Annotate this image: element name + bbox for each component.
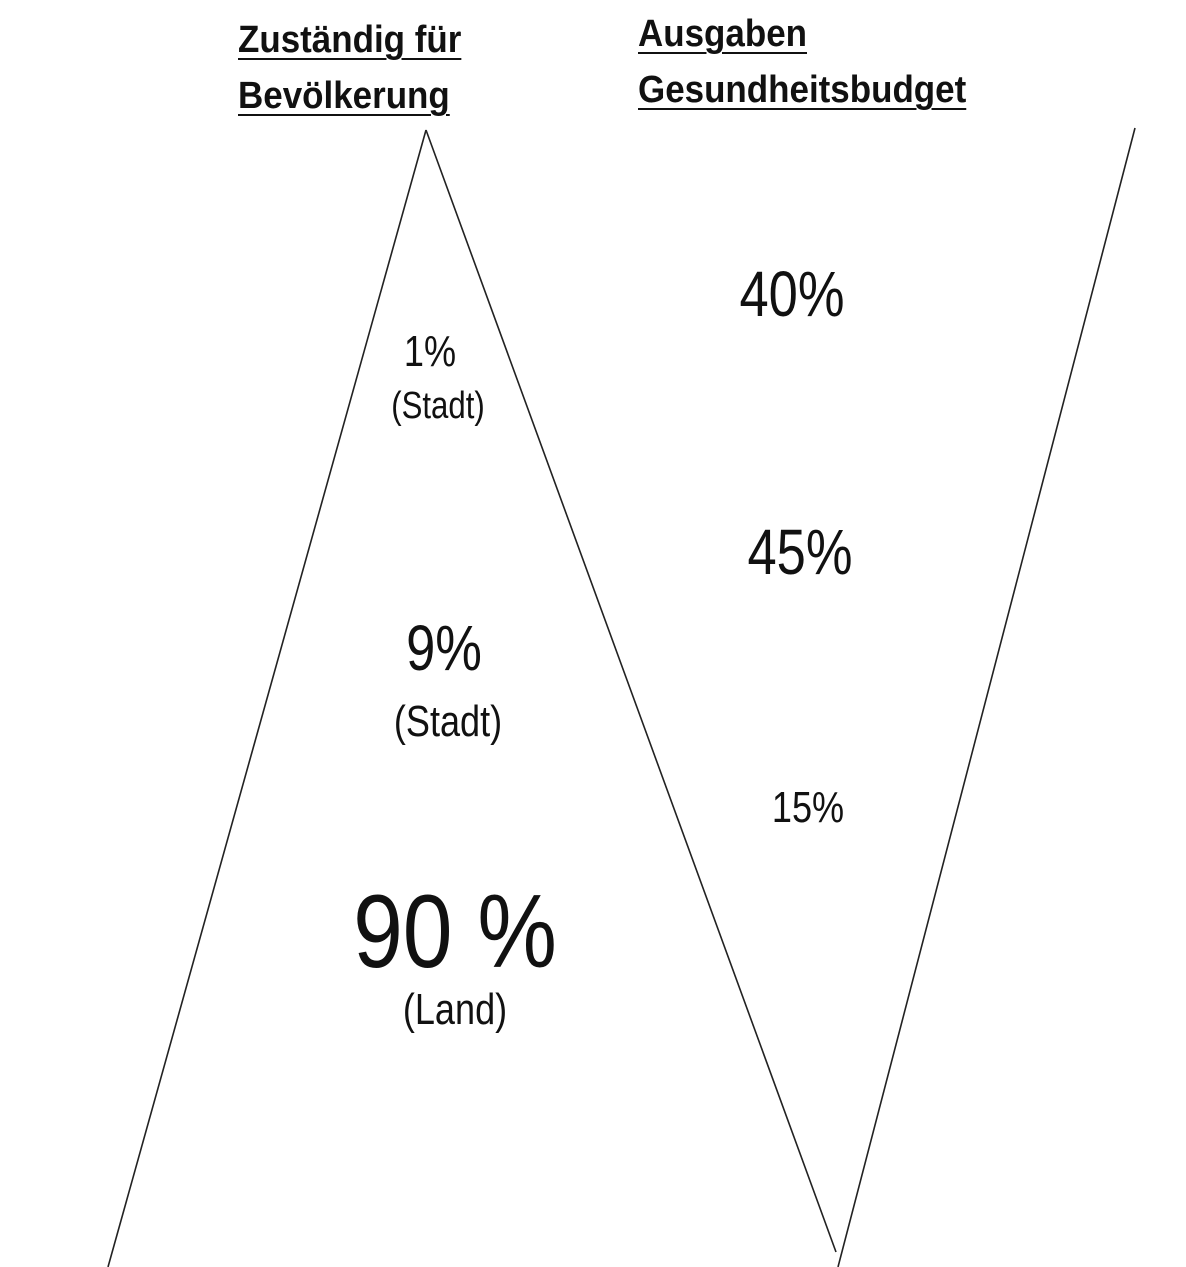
population-bottom-percent: 90 % [353,874,557,990]
population-top-percent: 1% [403,327,457,376]
budget-title-line-2: Gesundheitsbudget [638,69,967,111]
budget-title-line-1: Ausgaben [638,13,808,55]
population-middle-label: (Stadt) [393,697,503,746]
health-budget-title: Ausgaben Gesundheitsbudget [638,6,966,118]
budget-top-percent: 40% [739,258,845,330]
population-bottom-label: (Land) [402,985,508,1034]
population-responsibility-title: Zuständig für Bevölkerung [238,12,461,124]
population-title-line-1: Zuständig für [238,19,462,61]
pyramid-right-edge [425,129,837,1253]
population-top-label: (Stadt) [391,385,485,427]
population-middle-percent: 9% [406,612,482,684]
inverted-triangle-right-edge [837,127,1136,1267]
population-title-line-2: Bevölkerung [238,75,450,117]
budget-middle-percent: 45% [747,516,853,588]
pyramid-left-edge [107,129,427,1267]
budget-bottom-percent: 15% [771,783,845,832]
